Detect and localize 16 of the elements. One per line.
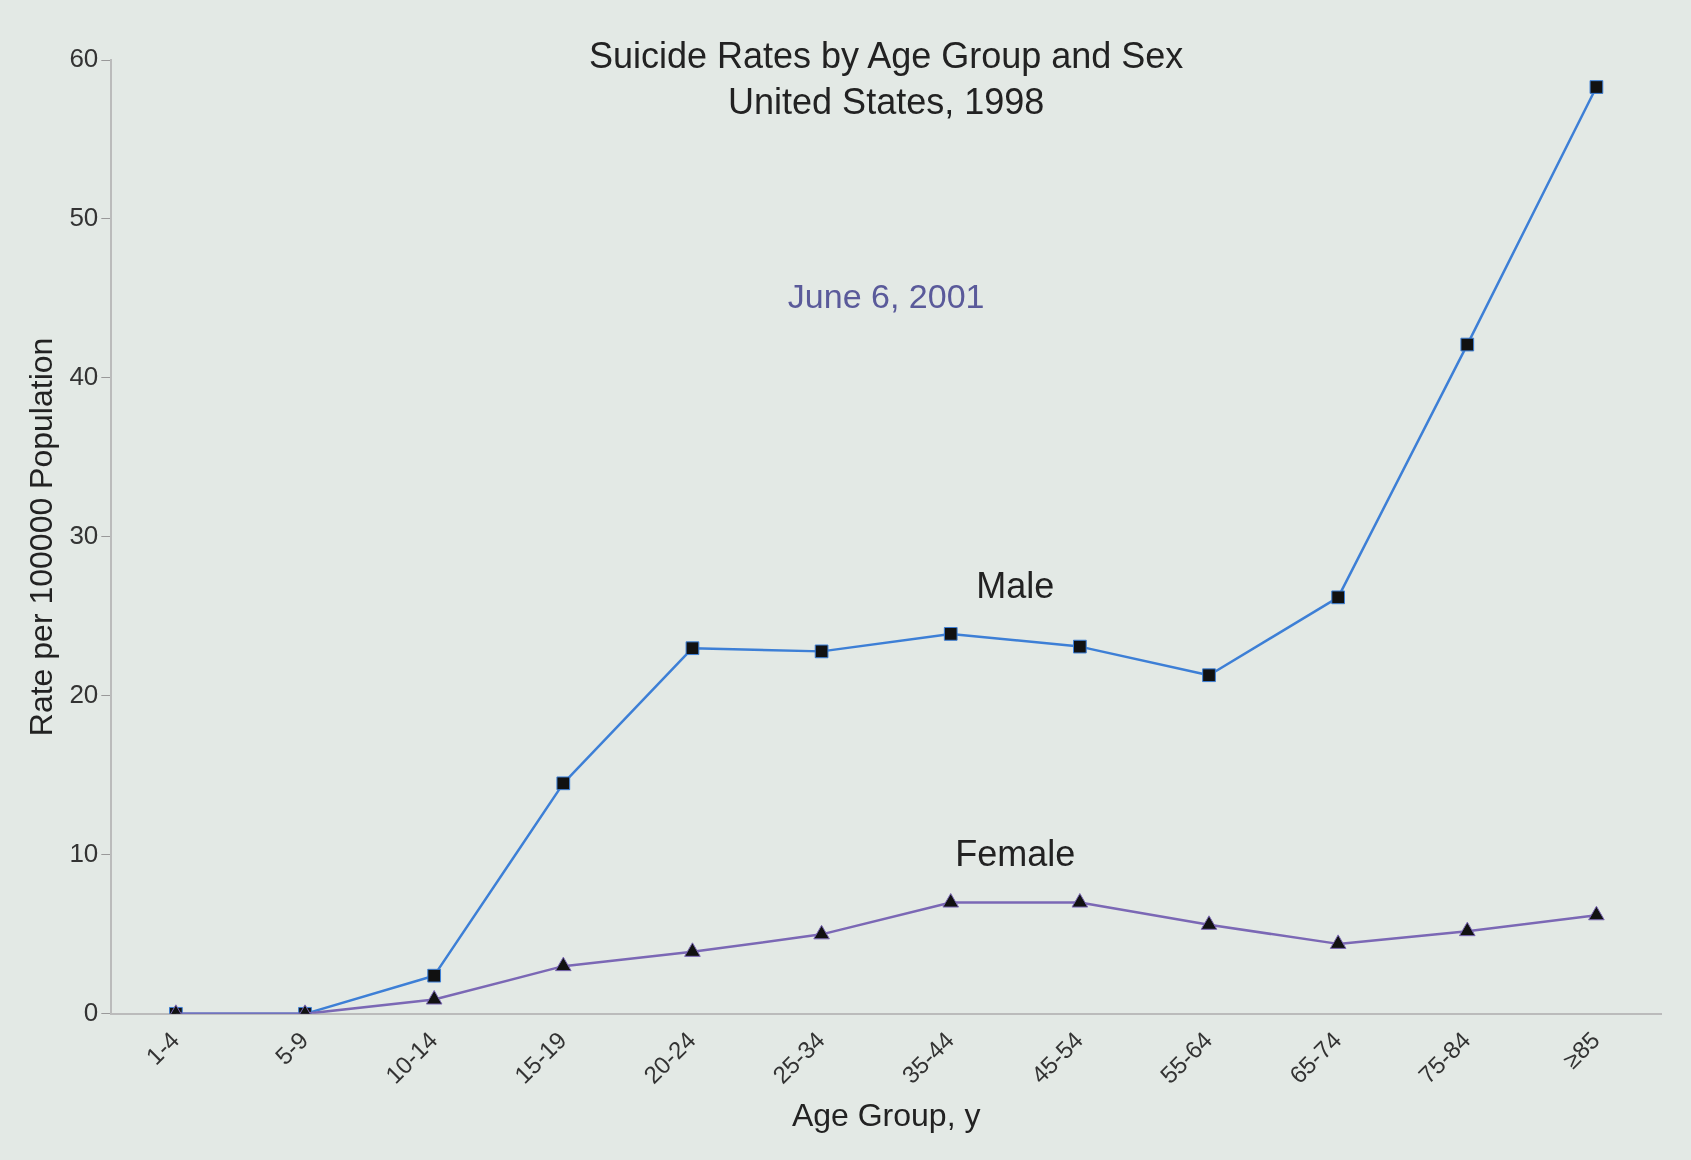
x-axis-title: Age Group, y: [791, 1096, 981, 1133]
y-tick-label: 10: [69, 838, 99, 869]
series-label: Male: [976, 564, 1055, 606]
y-tick-label: 30: [69, 520, 99, 551]
x-tick-label: 1-4: [140, 1026, 185, 1070]
y-axis-title: Rate per 100000 Population: [23, 337, 60, 737]
y-tick-label: 60: [69, 43, 99, 74]
series-label: Female: [955, 833, 1076, 875]
y-tick-label: 20: [69, 679, 99, 710]
chart-title: Suicide Rates by Age Group and Sex United States, 1998: [588, 34, 1184, 122]
y-tick-label: 0: [83, 997, 99, 1027]
y-tick-label: 50: [69, 202, 99, 233]
annotation: June 6, 2001: [787, 276, 985, 315]
x-tick-label: 5-9: [269, 1026, 314, 1070]
x-tick-label: ≥85: [1557, 1026, 1605, 1074]
y-tick-label: 40: [69, 361, 99, 392]
